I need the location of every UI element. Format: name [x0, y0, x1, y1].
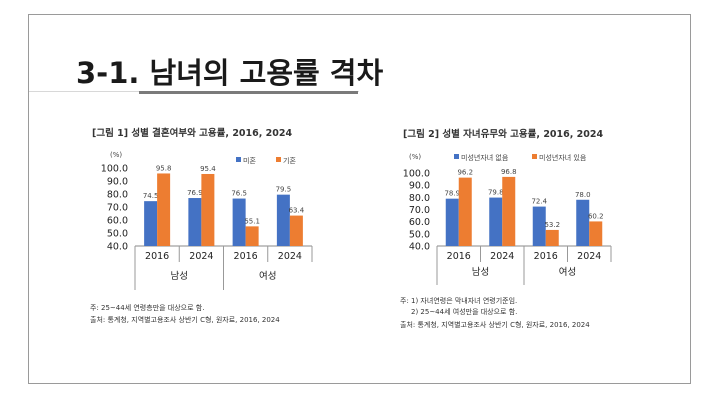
bar-series1	[532, 206, 546, 246]
bar-series2	[502, 176, 516, 246]
data-label: 79.5	[276, 186, 292, 194]
x-tick-label: 2024	[577, 251, 601, 262]
chart-title: [그림 2] 성별 자녀유무와 고용률, 2016, 2024	[403, 128, 604, 140]
bar-series1	[232, 198, 246, 246]
y-tick-label: 100.0	[403, 169, 430, 180]
y-tick-label: 70.0	[107, 203, 128, 214]
legend-swatch	[532, 154, 537, 159]
y-tick-label: 90.0	[107, 177, 128, 188]
chart-note: 출처: 통계청, 지역별고용조사 상반기 C형, 원자료, 2016, 2024	[400, 320, 590, 329]
data-label: 95.4	[200, 165, 216, 173]
group-label: 남성	[171, 271, 188, 282]
data-label: 78.0	[575, 191, 591, 199]
chart-title: [그림 1] 성별 결혼여부와 고용률, 2016, 2024	[92, 127, 293, 139]
legend-swatch	[276, 157, 281, 162]
y-tick-label: 50.0	[409, 229, 430, 240]
data-label: 63.4	[289, 207, 305, 215]
y-tick-label: 50.0	[107, 229, 128, 240]
bar-series1	[144, 201, 158, 246]
legend-swatch	[236, 157, 241, 162]
y-tick-label: 90.0	[409, 181, 430, 192]
y-unit-label: (%)	[409, 153, 421, 161]
data-label: 96.8	[501, 168, 517, 176]
y-tick-label: 100.0	[101, 164, 128, 175]
bar-series2	[458, 177, 472, 246]
chart-note: 주: 25~44세 연령층만을 대상으로 함.	[90, 303, 204, 312]
y-tick-label: 40.0	[409, 242, 430, 253]
chart-note: 출처: 통계청, 지역별고용조사 상반기 C형, 원자료, 2016, 2024	[90, 315, 280, 324]
y-tick-label: 60.0	[409, 217, 430, 228]
bar-series2	[289, 215, 303, 246]
slide-title: 3-1. 남녀의 고용률 격차	[76, 56, 384, 90]
bar-series2	[589, 221, 603, 246]
title-underline	[139, 91, 358, 94]
legend-label: 미성년자녀 있음	[539, 153, 587, 162]
group-label: 남성	[472, 267, 489, 278]
bar-series2	[201, 173, 215, 246]
data-label: 76.5	[231, 190, 247, 198]
data-label: 72.4	[531, 198, 547, 206]
bar-series2	[245, 226, 259, 246]
data-label: 78.9	[444, 190, 460, 198]
bar-series1	[188, 198, 202, 246]
data-label: 76.9	[187, 189, 203, 197]
legend-label: 기혼	[283, 156, 296, 165]
data-label: 53.2	[544, 221, 560, 229]
y-tick-label: 80.0	[409, 193, 430, 204]
y-tick-label: 80.0	[107, 190, 128, 201]
x-tick-label: 2024	[278, 251, 302, 262]
legend-swatch	[454, 154, 459, 159]
bar-series1	[576, 199, 590, 246]
group-label: 여성	[559, 266, 576, 278]
data-label: 95.8	[156, 164, 172, 172]
bar-series1	[489, 197, 503, 246]
slide-frame	[28, 14, 691, 384]
data-label: 74.5	[143, 192, 159, 200]
bar-series1	[276, 194, 290, 246]
legend-label: 미혼	[243, 156, 256, 165]
x-tick-label: 2016	[534, 251, 558, 262]
x-tick-label: 2024	[490, 251, 514, 262]
y-tick-label: 40.0	[107, 242, 128, 253]
group-label: 여성	[259, 270, 276, 282]
chart-note: 2) 25~44세 여성만을 대상으로 함.	[411, 307, 517, 316]
y-unit-label: (%)	[110, 151, 122, 159]
chart-note: 주: 1) 자녀연령은 막내자녀 연령기준임.	[400, 296, 517, 305]
data-label: 60.2	[588, 212, 604, 220]
x-tick-label: 2024	[189, 251, 213, 262]
bar-series1	[445, 198, 459, 246]
bar-series2	[157, 173, 171, 246]
legend-label: 미성년자녀 없음	[461, 153, 509, 162]
bar-series2	[545, 229, 559, 246]
data-label: 79.8	[488, 189, 504, 197]
data-label: 96.2	[457, 169, 473, 177]
x-tick-label: 2016	[234, 251, 258, 262]
y-tick-label: 60.0	[107, 216, 128, 227]
x-tick-label: 2016	[145, 251, 169, 262]
x-tick-label: 2016	[447, 251, 471, 262]
y-tick-label: 70.0	[409, 205, 430, 216]
data-label: 55.1	[244, 217, 260, 225]
